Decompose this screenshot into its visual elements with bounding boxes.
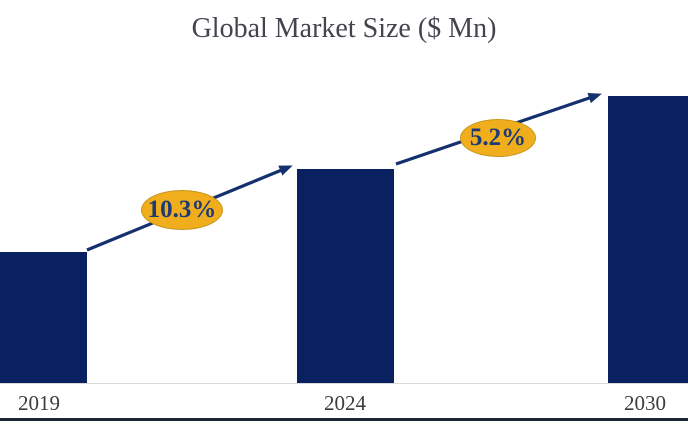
bar-2019 [0,252,87,383]
growth-badge-10-3: 10.3% [141,190,223,230]
x-tick-2030: 2030 [624,391,666,415]
growth-badge-label: 5.2% [469,124,527,151]
bar-2030 [607,96,688,383]
x-tick-2019: 2019 [18,391,60,415]
bar-2024 [296,169,394,383]
x-tick-2024: 2024 [324,391,366,415]
chart-title: Global Market Size ($ Mn) [191,13,497,44]
growth-badge-5-2: 5.2% [460,119,536,157]
growth-badge-label: 10.3% [147,196,217,223]
x-axis-line [0,383,688,385]
bottom-border-rule [0,418,688,421]
